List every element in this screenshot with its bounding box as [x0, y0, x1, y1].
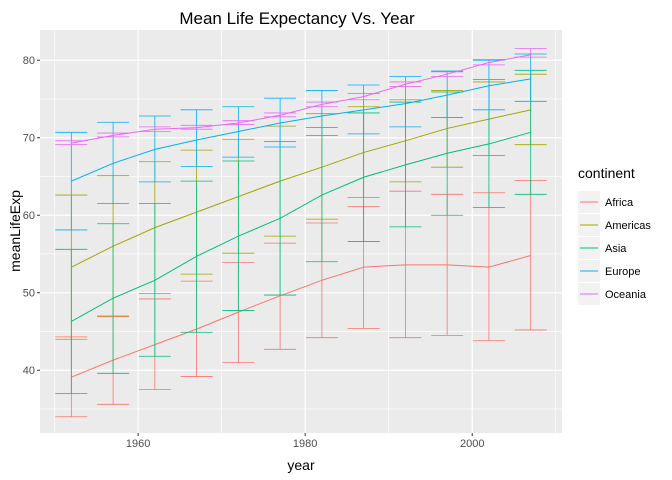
x-tick-label: 1960 — [126, 438, 150, 450]
series-layer — [55, 48, 547, 418]
chart-title: Mean Life Expectancy Vs. Year — [179, 9, 415, 28]
legend-title: continent — [578, 165, 635, 181]
y-tick-label: 70 — [23, 133, 35, 145]
series-oceania — [55, 48, 547, 146]
legend-label-africa: Africa — [605, 197, 634, 209]
grid-minor — [40, 30, 562, 433]
legend-label-oceania: Oceania — [605, 289, 647, 301]
legend-item-americas: Americas — [578, 214, 651, 236]
series-line-asia — [71, 131, 531, 322]
y-tick-label: 40 — [23, 365, 35, 377]
legend-item-europe: Europe — [578, 260, 640, 282]
series-line-americas — [71, 109, 531, 268]
y-tick-label: 50 — [23, 288, 35, 300]
y-tick-label: 60 — [23, 210, 35, 222]
legend-label-europe: Europe — [605, 266, 640, 278]
y-axis-title: meanLifeExp — [7, 190, 23, 272]
x-tick-label: 1980 — [293, 438, 317, 450]
y-axis-ticks: 40 50 60 70 80 — [23, 55, 40, 377]
series-line-europe — [71, 78, 531, 182]
legend-label-americas: Americas — [605, 220, 651, 232]
legend: continent Africa Americas Asia Europe Oceani… — [578, 165, 651, 305]
legend-label-asia: Asia — [605, 243, 627, 255]
legend-item-africa: Africa — [578, 191, 634, 213]
series-line-africa — [71, 255, 531, 378]
y-tick-label: 80 — [23, 55, 35, 67]
x-axis-title: year — [287, 457, 315, 473]
legend-item-asia: Asia — [578, 237, 627, 259]
x-tick-label: 2000 — [460, 438, 484, 450]
series-europe — [55, 53, 547, 231]
x-axis-ticks: 1960 1980 2000 — [126, 433, 484, 450]
legend-item-oceania: Oceania — [578, 283, 647, 305]
plot-panel — [40, 30, 562, 433]
legend-items: Africa Americas Asia Europe Oceania — [578, 191, 651, 305]
series-line-oceania — [71, 54, 531, 144]
